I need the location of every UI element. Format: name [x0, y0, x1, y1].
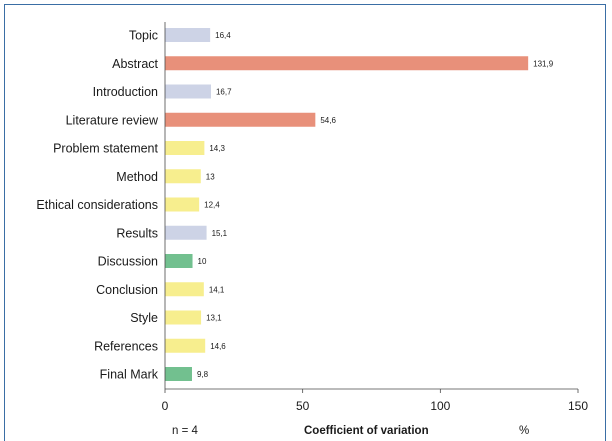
category-label: Introduction: [93, 85, 158, 99]
category-label: Style: [130, 311, 158, 325]
bar: [165, 338, 206, 353]
bar: [165, 197, 200, 212]
bar-value-label: 12,4: [204, 201, 220, 210]
sample-size-annotation: n = 4: [172, 425, 199, 437]
bar-value-label: 14,3: [209, 144, 225, 153]
category-label: Results: [116, 226, 158, 240]
category-label: Literature review: [66, 113, 159, 127]
category-label: Method: [116, 170, 158, 184]
x-tick-label: 100: [430, 399, 450, 413]
bar-value-label: 13,1: [206, 314, 222, 323]
bar-value-label: 9,8: [197, 370, 209, 379]
x-tick-label: 150: [568, 399, 588, 413]
bar-value-label: 16,4: [215, 31, 231, 40]
bar: [165, 225, 207, 240]
bar-value-label: 14,6: [210, 342, 226, 351]
bar: [165, 28, 211, 42]
bar: [165, 84, 211, 99]
category-label: Ethical considerations: [36, 198, 158, 212]
bar: [165, 141, 205, 155]
bar: [165, 112, 316, 127]
x-axis-unit: %: [519, 425, 529, 437]
bar: [165, 254, 193, 268]
category-label: Problem statement: [53, 142, 158, 156]
category-label: Abstract: [112, 57, 158, 71]
bar-value-label: 16,7: [216, 88, 232, 97]
bar: [165, 367, 192, 381]
category-label: Topic: [129, 29, 158, 43]
bar: [165, 56, 529, 71]
bar-value-label: 10: [198, 257, 207, 266]
category-label: Discussion: [98, 255, 158, 269]
category-labels: Topic Abstract Introduction Literature revi…: [36, 29, 159, 382]
category-label: Final Mark: [100, 368, 159, 382]
bar-value-label: 54,6: [320, 116, 336, 125]
bar-value-label: 131,9: [533, 59, 554, 68]
x-tick-label: 50: [296, 399, 310, 413]
bar-value-label: 13: [206, 172, 215, 181]
category-label: Conclusion: [96, 283, 158, 297]
bar-value-label: 15,1: [212, 229, 228, 238]
x-axis: 0 50 100 150: [162, 22, 588, 413]
bar: [165, 282, 204, 297]
bar-value-label: 14,1: [209, 285, 225, 294]
bars-layer: 16,4 131,9 16,7 54,6 14,3 13 12,4 15,1 10 14,1 13,…: [165, 28, 554, 381]
chart-frame: [4, 4, 606, 441]
bar: [165, 169, 201, 184]
bar: [165, 310, 202, 325]
category-label: References: [94, 339, 158, 353]
x-tick-label: 0: [162, 399, 169, 413]
x-axis-title: Coefficient of variation: [304, 425, 429, 437]
